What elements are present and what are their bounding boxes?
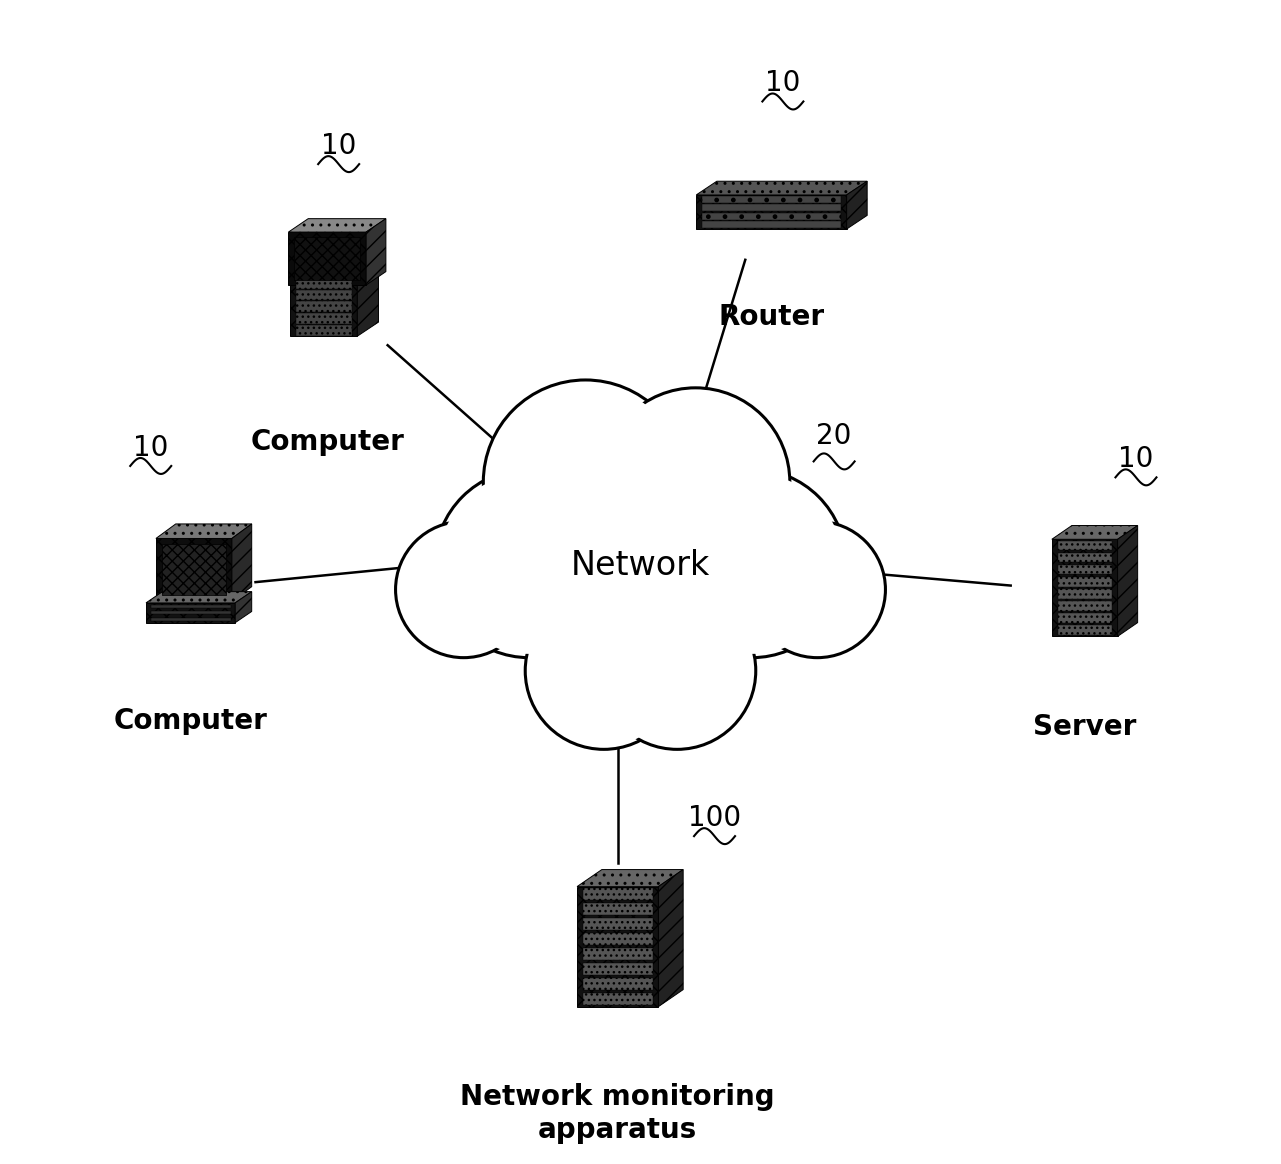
Polygon shape	[296, 278, 351, 289]
Circle shape	[605, 391, 787, 573]
Polygon shape	[583, 918, 653, 930]
Text: 10: 10	[133, 434, 168, 462]
Polygon shape	[146, 591, 251, 603]
Polygon shape	[1117, 525, 1138, 637]
Polygon shape	[151, 618, 231, 620]
Polygon shape	[296, 290, 351, 300]
Circle shape	[528, 595, 679, 746]
Polygon shape	[697, 182, 867, 194]
Polygon shape	[288, 219, 386, 232]
Polygon shape	[702, 213, 840, 220]
Polygon shape	[366, 219, 386, 285]
Circle shape	[487, 384, 684, 580]
Polygon shape	[291, 265, 357, 336]
Circle shape	[657, 469, 847, 658]
Polygon shape	[583, 888, 653, 900]
Polygon shape	[583, 993, 653, 1006]
Circle shape	[396, 521, 532, 658]
Circle shape	[752, 524, 883, 655]
Text: Router: Router	[719, 303, 825, 331]
Polygon shape	[1058, 613, 1112, 623]
Text: Computer: Computer	[114, 708, 268, 736]
Text: Computer: Computer	[250, 428, 405, 456]
Polygon shape	[1058, 553, 1112, 562]
Polygon shape	[296, 325, 351, 335]
Polygon shape	[146, 603, 236, 623]
Polygon shape	[1052, 525, 1138, 539]
Polygon shape	[583, 934, 653, 945]
Polygon shape	[702, 196, 840, 203]
Polygon shape	[156, 524, 251, 539]
Polygon shape	[576, 887, 658, 1007]
Polygon shape	[291, 251, 378, 265]
Polygon shape	[583, 903, 653, 915]
Circle shape	[483, 379, 688, 584]
Text: Server: Server	[1032, 714, 1136, 741]
Polygon shape	[583, 963, 653, 975]
Polygon shape	[161, 545, 225, 595]
Text: Network: Network	[571, 548, 710, 582]
Polygon shape	[1058, 565, 1112, 575]
Text: 10: 10	[1118, 445, 1154, 473]
Polygon shape	[296, 267, 351, 277]
Polygon shape	[702, 204, 840, 211]
Circle shape	[398, 524, 529, 655]
Polygon shape	[1058, 625, 1112, 636]
Polygon shape	[1052, 539, 1117, 637]
Polygon shape	[296, 313, 351, 324]
Polygon shape	[702, 221, 840, 228]
Polygon shape	[1058, 601, 1112, 611]
Circle shape	[525, 592, 683, 750]
Circle shape	[661, 473, 843, 654]
Circle shape	[434, 469, 624, 658]
Polygon shape	[156, 539, 232, 602]
Polygon shape	[847, 182, 867, 229]
Polygon shape	[697, 194, 847, 229]
Circle shape	[515, 450, 766, 702]
Polygon shape	[1058, 540, 1112, 551]
Circle shape	[438, 473, 620, 654]
Polygon shape	[151, 604, 231, 608]
Circle shape	[601, 388, 790, 576]
Polygon shape	[288, 232, 366, 285]
Text: Network monitoring
apparatus: Network monitoring apparatus	[460, 1084, 775, 1144]
Polygon shape	[658, 870, 683, 1007]
Circle shape	[749, 521, 885, 658]
Polygon shape	[1058, 577, 1112, 587]
Circle shape	[510, 446, 771, 708]
Text: 10: 10	[322, 132, 356, 159]
Polygon shape	[357, 251, 378, 336]
Text: 20: 20	[816, 423, 852, 450]
Polygon shape	[232, 524, 251, 602]
Polygon shape	[296, 301, 351, 312]
Polygon shape	[583, 978, 653, 991]
Text: 10: 10	[765, 69, 801, 98]
Circle shape	[598, 592, 756, 750]
Polygon shape	[151, 611, 231, 615]
Polygon shape	[583, 949, 653, 960]
Text: 100: 100	[688, 804, 742, 832]
Circle shape	[602, 595, 753, 746]
Polygon shape	[1058, 589, 1112, 598]
Polygon shape	[236, 591, 251, 623]
Polygon shape	[576, 870, 683, 887]
Polygon shape	[295, 237, 360, 281]
